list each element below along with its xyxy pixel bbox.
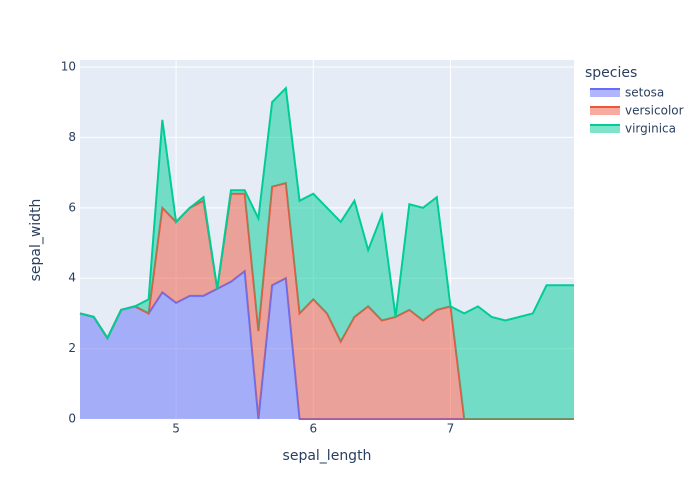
areas [79,85,574,420]
x-axis-title: sepal_length [283,448,372,464]
legend-swatch [590,107,620,115]
y-axis-title: sepal_width [28,199,44,282]
legend-swatch [590,125,620,133]
area-line [79,85,574,341]
y-tick-label: 4 [68,271,76,285]
legend-label: versicolor [625,104,684,118]
y-tick-label: 2 [68,341,76,355]
legend-title: species [585,65,637,81]
y-tick-label: 6 [68,200,76,214]
area-fill [80,271,574,419]
area-fill [80,183,574,419]
legend-label: virginica [625,122,676,136]
legend-label: setosa [625,86,664,100]
y-tick-label: 0 [68,412,76,426]
y-tick-label: 10 [61,60,76,74]
x-tick-label: 7 [447,422,455,436]
y-tick-label: 8 [68,130,76,144]
x-tick-label: 5 [172,422,180,436]
x-tick-label: 6 [309,422,317,436]
area-fill [80,88,574,419]
legend-swatch [590,89,620,97]
